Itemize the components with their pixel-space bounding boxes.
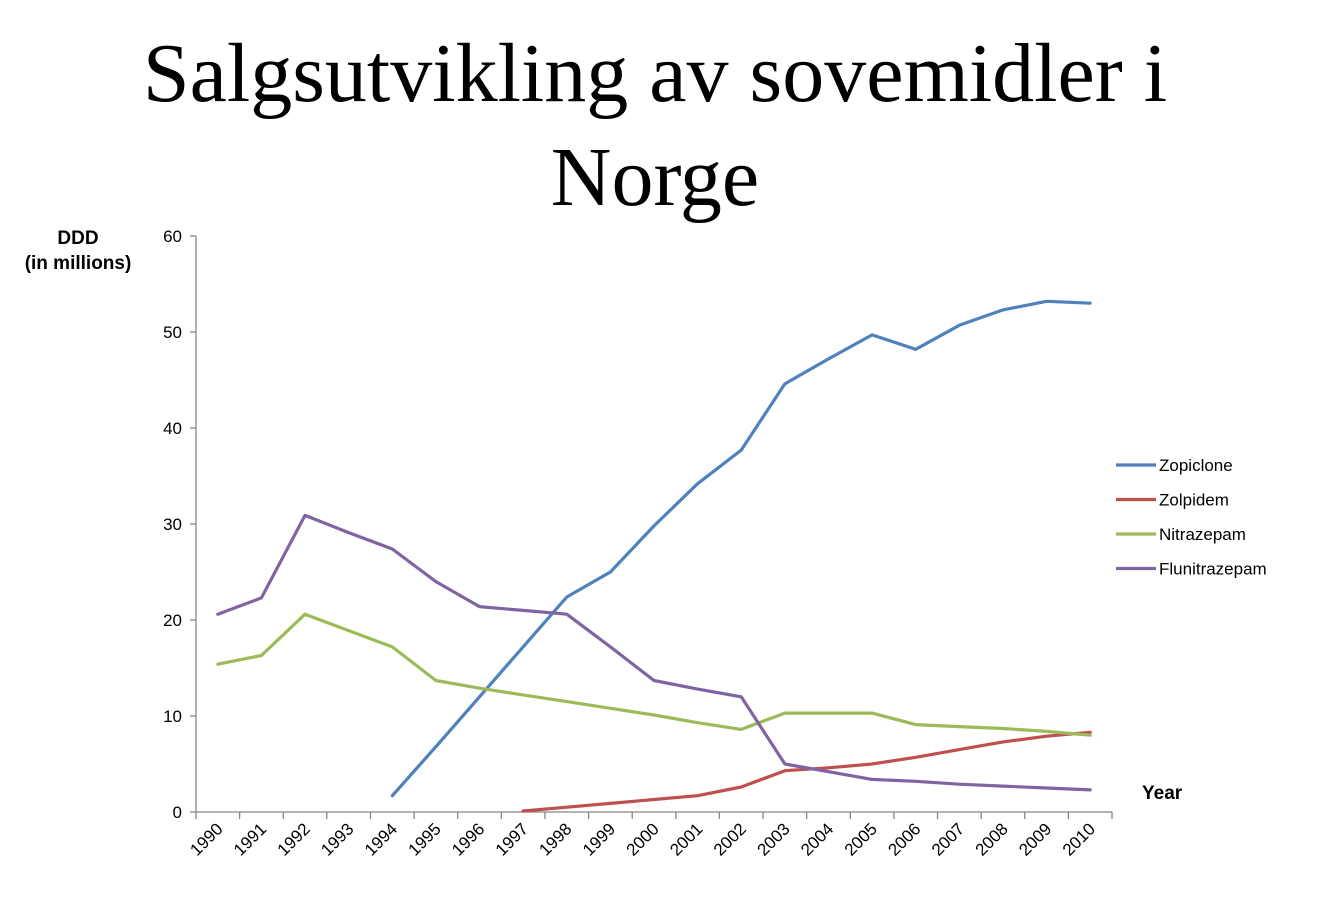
y-tick-label: 60 [163, 227, 182, 246]
x-tick-label: 2003 [754, 819, 794, 859]
y-tick-label: 40 [163, 419, 182, 438]
y-tick-label: 10 [163, 707, 182, 726]
x-axis-label: Year [1142, 783, 1183, 804]
y-axis-label-line-1: DDD [57, 228, 99, 249]
y-tick-label: 20 [163, 611, 182, 630]
legend-label: Nitrazepam [1159, 525, 1246, 544]
series-line-zolpidem [521, 730, 1092, 813]
x-tick-label: 2001 [666, 819, 706, 859]
x-tick-label: 1995 [405, 819, 445, 859]
series-line-nitrazepam [216, 612, 1092, 737]
x-tick-label: 2000 [623, 819, 663, 859]
legend-label: Zolpidem [1159, 491, 1229, 510]
chart-title: Salgsutvikling av sovemidler i Norge [0, 22, 1310, 230]
x-tick-label: 1992 [274, 819, 314, 859]
series-lines [216, 299, 1092, 813]
y-tick-label: 30 [163, 515, 182, 534]
x-tick-label: 1993 [317, 819, 357, 859]
x-tick-label: 2006 [884, 819, 924, 859]
x-tick-label: 2007 [928, 819, 968, 859]
x-tick-label: 2004 [797, 819, 837, 859]
x-tick-label: 1994 [361, 819, 401, 859]
x-tick-label: 2008 [972, 819, 1012, 859]
series-line-flunitrazepam [216, 513, 1092, 792]
x-tick-label: 2010 [1059, 819, 1099, 859]
x-axis-ticks: 1990 1991 1992 1993 1994 1995 1996 1997 1998 1999… [186, 812, 1113, 860]
y-tick-label: 0 [173, 803, 182, 822]
legend: Zopiclone Zolpidem Nitrazepam Flunitrazepam [1116, 456, 1267, 579]
chart-title-line-1: Salgsutvikling av sovemidler i [142, 27, 1168, 120]
y-axis-label-line-2: (in millions) [24, 253, 132, 274]
series-line-zopiclone [390, 299, 1092, 798]
x-tick-label: 1996 [448, 819, 488, 859]
legend-label: Flunitrazepam [1159, 560, 1267, 579]
y-axis-label: DDD (in millions) [16, 226, 140, 276]
x-tick-label: 1990 [186, 819, 226, 859]
chart-title-line-2: Norge [550, 131, 760, 224]
x-tick-label: 1991 [230, 819, 270, 859]
x-tick-label: 2002 [710, 819, 750, 859]
x-tick-label: 2009 [1015, 819, 1055, 859]
x-tick-label: 1998 [535, 819, 575, 859]
y-axis-ticks: 0 10 20 30 40 50 60 [163, 227, 196, 822]
x-tick-label: 2005 [841, 819, 881, 859]
x-tick-label: 1999 [579, 819, 619, 859]
legend-label: Zopiclone [1159, 456, 1233, 475]
y-tick-label: 50 [163, 323, 182, 342]
x-tick-label: 1997 [492, 819, 532, 859]
